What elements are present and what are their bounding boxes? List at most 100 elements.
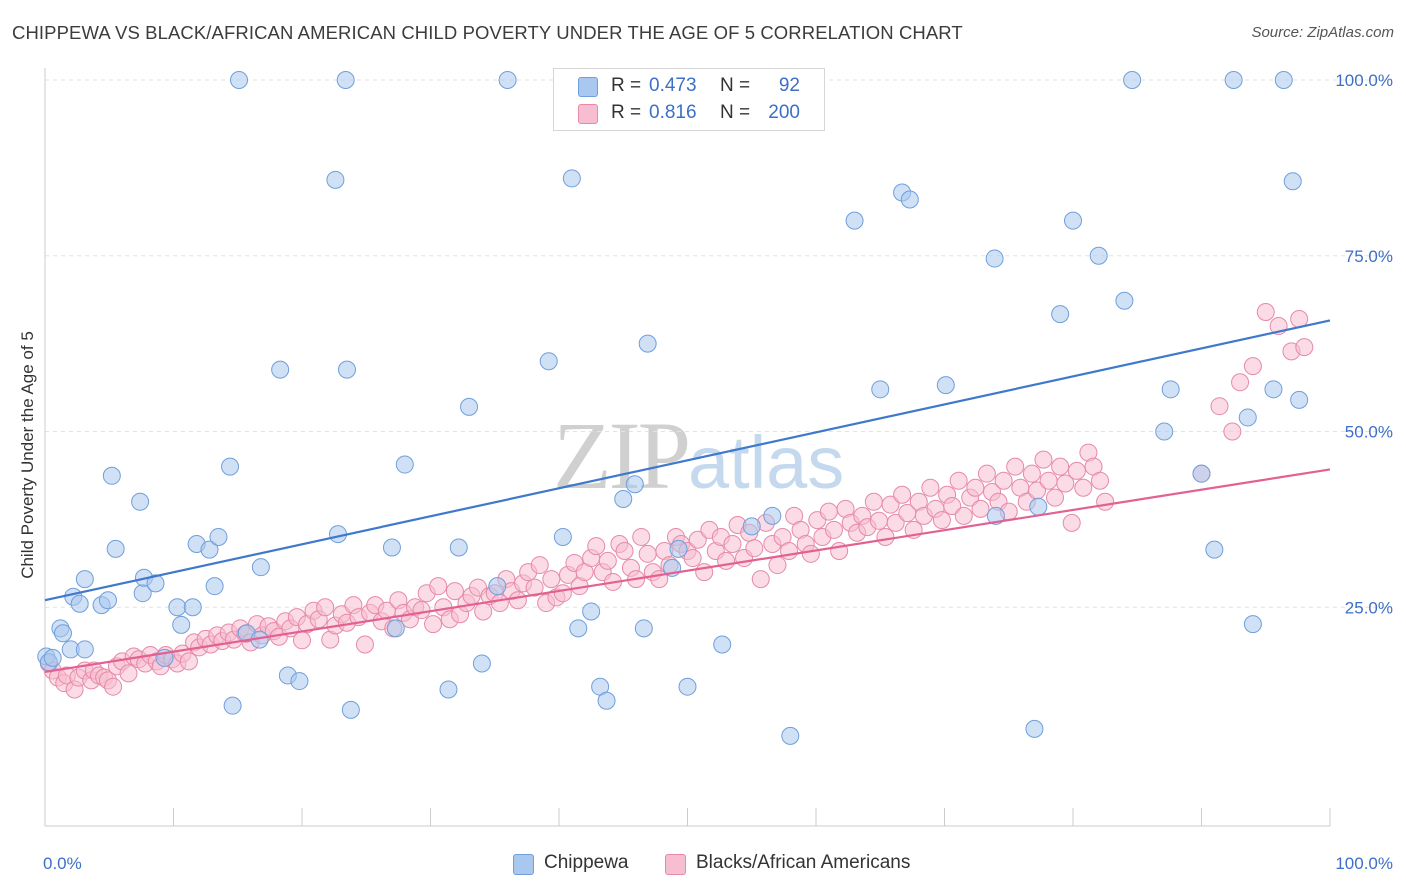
data-point-blacks: [966, 478, 985, 497]
bottom-legend-swatch-blacks: [665, 854, 686, 875]
data-point-blacks: [723, 534, 742, 553]
data-point-chippewa: [1274, 71, 1293, 89]
data-point-blacks: [553, 584, 572, 603]
data-point-chippewa: [1029, 497, 1048, 516]
data-point-blacks: [751, 570, 770, 589]
data-point-blacks: [824, 520, 843, 539]
data-point-blacks: [1231, 373, 1250, 392]
data-point-chippewa: [326, 170, 345, 189]
data-point-blacks: [683, 549, 702, 568]
data-point-blacks: [638, 544, 657, 563]
x-tick-label-min: 0.0%: [43, 854, 82, 873]
data-point-blacks: [1074, 478, 1093, 497]
trendlines: [44, 319, 1331, 674]
trendline-chippewa: [44, 319, 1331, 602]
data-point-blacks: [864, 492, 883, 511]
data-point-blacks: [1223, 422, 1242, 441]
data-point-chippewa: [43, 648, 62, 667]
data-point-chippewa: [146, 574, 165, 593]
data-point-blacks: [615, 542, 634, 561]
data-point-chippewa: [1224, 71, 1243, 89]
data-point-chippewa: [1264, 380, 1283, 399]
data-point-blacks: [1096, 492, 1115, 511]
y-tick-label: 100.0%: [1335, 71, 1393, 90]
data-point-chippewa: [460, 397, 479, 416]
data-point-chippewa: [336, 71, 355, 89]
points-blacks-african-americans: [39, 302, 1314, 699]
y-tick-label: 25.0%: [1345, 598, 1393, 617]
data-point-blacks: [688, 530, 707, 549]
source-label: Source: ZipAtlas.com: [1251, 24, 1394, 41]
data-point-chippewa: [1064, 211, 1082, 230]
legend-r-value: 0.473: [649, 75, 697, 96]
data-point-chippewa: [200, 540, 219, 559]
data-point-chippewa: [1192, 464, 1211, 483]
data-point-chippewa: [713, 635, 732, 654]
data-point-chippewa: [1155, 422, 1174, 441]
data-point-chippewa: [597, 691, 616, 710]
data-point-chippewa: [985, 249, 1004, 268]
data-point-blacks: [1051, 457, 1070, 476]
data-point-blacks: [1034, 450, 1053, 469]
data-point-chippewa: [638, 334, 657, 353]
data-point-blacks: [1067, 461, 1086, 480]
data-point-blacks: [768, 556, 787, 575]
legend-r-label: R =: [611, 102, 642, 123]
data-point-chippewa: [439, 680, 458, 699]
data-point-chippewa: [53, 624, 72, 643]
data-point-blacks: [293, 631, 311, 650]
tick-labels: 25.0% 50.0% 75.0% 100.0% 0.0% 100.0%: [43, 71, 1393, 873]
points-chippewa: [37, 71, 1309, 745]
legend-n-value: 92: [778, 75, 800, 96]
data-point-blacks: [1062, 513, 1081, 532]
data-point-chippewa: [569, 619, 588, 638]
legend-swatch-chippewa: [578, 77, 598, 97]
data-point-chippewa: [936, 376, 955, 395]
data-point-chippewa: [395, 455, 414, 474]
data-point-blacks: [530, 556, 549, 575]
legend-swatch-blacks: [578, 104, 598, 124]
axes: [44, 68, 1331, 827]
data-point-chippewa: [1243, 615, 1262, 634]
data-point-blacks: [994, 471, 1013, 490]
data-point-blacks: [1056, 474, 1075, 493]
data-point-chippewa: [223, 696, 242, 715]
data-point-chippewa: [1089, 246, 1108, 265]
data-point-chippewa: [98, 591, 117, 610]
data-point-chippewa: [986, 506, 1005, 525]
data-point-blacks: [474, 602, 493, 621]
data-point-blacks: [745, 539, 764, 558]
data-point-chippewa: [669, 539, 688, 558]
data-point-blacks: [412, 601, 431, 620]
legend-r-label: R =: [611, 75, 642, 96]
data-point-chippewa: [1161, 380, 1180, 399]
legend-n-label: N =: [720, 75, 751, 96]
y-tick-label: 75.0%: [1345, 247, 1393, 266]
data-point-chippewa: [1283, 172, 1302, 191]
data-point-blacks: [445, 582, 464, 601]
data-point-chippewa: [553, 527, 572, 546]
data-point-blacks: [1090, 471, 1109, 490]
data-point-chippewa: [781, 726, 800, 745]
data-point-blacks: [954, 506, 973, 525]
bottom-legend-label-blacks: Blacks/African Americans: [696, 852, 911, 873]
data-point-blacks: [508, 591, 527, 610]
data-point-chippewa: [488, 577, 507, 596]
data-point-blacks: [780, 542, 799, 561]
data-point-blacks: [717, 551, 736, 570]
x-tick-label-max: 100.0%: [1335, 854, 1393, 873]
data-point-chippewa: [251, 558, 270, 577]
watermark-atlas: atlas: [688, 421, 845, 504]
data-point-chippewa: [386, 619, 405, 638]
data-point-blacks: [587, 537, 606, 556]
data-point-chippewa: [1290, 390, 1309, 409]
data-point-blacks: [881, 495, 900, 514]
data-point-blacks: [429, 577, 448, 596]
data-point-blacks: [525, 578, 544, 597]
stats-legend: R = 0.473 N = 92 R = 0.816 N = 200: [553, 68, 825, 131]
data-point-blacks: [1046, 488, 1065, 507]
data-point-blacks: [977, 464, 996, 483]
gridlines: [45, 79, 1392, 608]
data-point-chippewa: [70, 594, 89, 613]
